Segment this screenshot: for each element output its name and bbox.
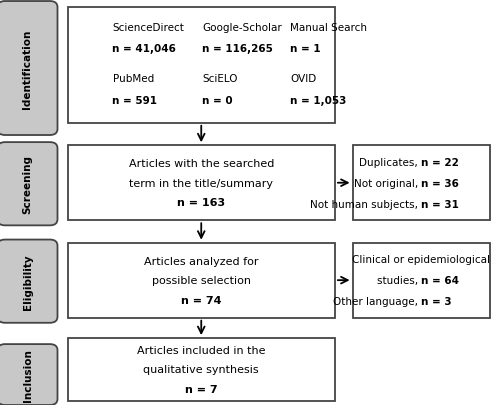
Text: n = 22: n = 22 <box>421 157 459 167</box>
Text: qualitative synthesis: qualitative synthesis <box>144 364 259 375</box>
Text: ScienceDirect: ScienceDirect <box>112 23 184 33</box>
Text: Not original,: Not original, <box>354 178 421 188</box>
Text: Clinical or epidemiological: Clinical or epidemiological <box>352 254 490 264</box>
Bar <box>352 146 490 221</box>
Text: Articles analyzed for: Articles analyzed for <box>144 256 258 266</box>
Bar <box>68 146 335 221</box>
Text: PubMed: PubMed <box>112 74 154 84</box>
Text: n = 1,053: n = 1,053 <box>290 96 346 106</box>
FancyBboxPatch shape <box>0 143 58 226</box>
FancyBboxPatch shape <box>0 344 58 405</box>
Text: Duplicates,: Duplicates, <box>359 157 421 167</box>
Text: Not human subjects,: Not human subjects, <box>310 199 421 209</box>
Text: Articles included in the: Articles included in the <box>137 345 266 355</box>
Bar <box>68 338 335 401</box>
Text: n = 116,265: n = 116,265 <box>202 44 274 53</box>
Text: n = 36: n = 36 <box>421 178 459 188</box>
Text: n = 74: n = 74 <box>181 295 222 305</box>
Bar <box>68 8 335 124</box>
Text: OVID: OVID <box>290 74 316 84</box>
Bar <box>68 243 335 318</box>
Text: Eligibility: Eligibility <box>22 254 32 309</box>
Text: n = 3: n = 3 <box>421 296 452 307</box>
Text: possible selection: possible selection <box>152 275 251 286</box>
Text: n = 1: n = 1 <box>290 44 320 53</box>
Text: n = 591: n = 591 <box>112 96 158 106</box>
Bar <box>352 243 490 318</box>
Text: studies,: studies, <box>377 275 421 286</box>
Text: Manual Search: Manual Search <box>290 23 367 33</box>
Text: Inclusion: Inclusion <box>22 348 32 401</box>
Text: n = 41,046: n = 41,046 <box>112 44 176 53</box>
Text: n = 163: n = 163 <box>177 198 226 208</box>
Text: Screening: Screening <box>22 155 32 214</box>
Text: Identification: Identification <box>22 29 32 109</box>
Text: n = 31: n = 31 <box>421 199 459 209</box>
Text: n = 7: n = 7 <box>185 384 218 394</box>
Text: n = 0: n = 0 <box>202 96 233 106</box>
Text: Other language,: Other language, <box>333 296 421 307</box>
FancyBboxPatch shape <box>0 240 58 323</box>
Text: Articles with the searched: Articles with the searched <box>128 159 274 169</box>
FancyBboxPatch shape <box>0 2 58 136</box>
Text: term in the title/summary: term in the title/summary <box>129 178 273 188</box>
Text: SciELO: SciELO <box>202 74 238 84</box>
Text: n = 64: n = 64 <box>421 275 459 286</box>
Text: Google-Scholar: Google-Scholar <box>202 23 282 33</box>
